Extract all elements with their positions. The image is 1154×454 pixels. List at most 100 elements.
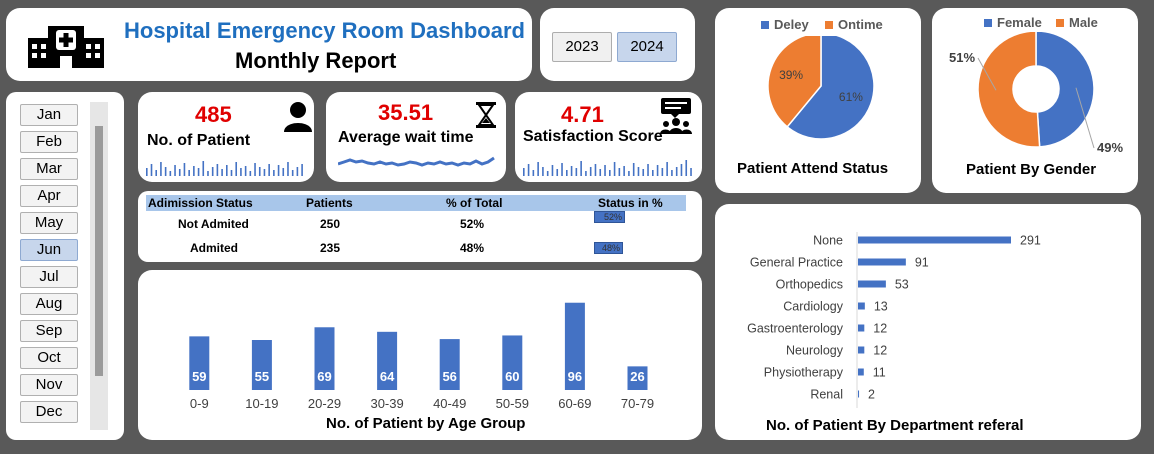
kpi-patients-card: 485 No. of Patient — [138, 92, 314, 182]
month-scrollbar[interactable] — [90, 102, 108, 430]
dept-bar — [858, 390, 860, 398]
age-bar-label: 56 — [442, 369, 456, 384]
dept-category-label: Physiotherapy — [764, 366, 844, 380]
dept-value-label: 291 — [1020, 234, 1041, 248]
dept-bar — [858, 324, 865, 332]
age-bar — [502, 335, 523, 390]
month-scrollbar-thumb[interactable] — [95, 126, 103, 376]
legend-female: Female — [984, 15, 1042, 30]
dept-bar — [858, 368, 864, 376]
admission-table: Adimission Status Patients % of Total St… — [138, 191, 702, 262]
age-bar-label: 96 — [568, 369, 582, 384]
admission-row-patients: 235 — [320, 241, 341, 255]
attend-status-pie: 61% 39% — [767, 36, 875, 140]
admission-row-pct: 48% — [460, 241, 485, 255]
gender-chart-title: Patient By Gender — [966, 161, 1097, 178]
kpi-wait-label: Average wait time — [338, 129, 474, 146]
age-bar-label: 55 — [255, 369, 269, 384]
attend-pie-label: 61% — [839, 90, 863, 104]
month-button-jun[interactable]: Jun — [20, 239, 78, 261]
legend-ontime: Ontime — [825, 17, 883, 32]
admission-table-header — [146, 195, 686, 211]
dept-bar — [858, 236, 1011, 244]
month-button-jul[interactable]: Jul — [20, 266, 78, 288]
dashboard-subtitle: Monthly Report — [235, 48, 397, 73]
dept-value-label: 11 — [873, 366, 886, 380]
month-slicer: Jan Feb Mar Apr May Jun Jul Aug Sep Oct … — [6, 92, 124, 440]
department-chart: None 291 General Practice 91 Orthopedics 53 Ca… — [715, 204, 1141, 440]
age-tick-label: 20-29 — [308, 396, 341, 411]
age-bar — [251, 340, 272, 390]
month-button-sep[interactable]: Sep — [20, 320, 78, 342]
year-button-2023[interactable]: 2023 — [552, 32, 612, 62]
age-bar — [314, 327, 335, 390]
age-bar-label: 60 — [505, 369, 519, 384]
dept-value-label: 91 — [915, 256, 929, 270]
dept-category-label: Cardiology — [783, 300, 844, 314]
dept-category-label: Neurology — [786, 344, 844, 358]
month-button-dec[interactable]: Dec — [20, 401, 78, 423]
kpi-wait-value: 35.51 — [378, 100, 434, 125]
admission-row-status: Admited — [190, 241, 238, 255]
kpi-satisfaction-card: 4.71 Satisfaction Score — [515, 92, 702, 182]
age-group-chart: 59 0-9 55 10-19 69 20-29 64 30-39 56 40-49 60 50-59… — [138, 270, 702, 440]
dept-value-label: 13 — [874, 300, 888, 314]
month-button-nov[interactable]: Nov — [20, 374, 78, 396]
age-group-plot: 59 0-9 55 10-19 69 20-29 64 30-39 56 40-49 60 50-59… — [189, 302, 654, 411]
age-tick-label: 40-49 — [433, 396, 466, 411]
dept-bar — [858, 302, 865, 310]
legend-male: Male — [1056, 15, 1098, 30]
dept-category-label: Gastroenterology — [747, 322, 844, 336]
department-plot: None 291 General Practice 91 Orthopedics 53 Ca… — [747, 232, 1041, 408]
age-tick-label: 10-19 — [245, 396, 278, 411]
admission-header-bar: Status in % — [598, 196, 663, 210]
age-group-chart-title: No. of Patient by Age Group — [326, 415, 526, 432]
age-tick-label: 50-59 — [496, 396, 529, 411]
gender-donut: 49% 51% — [949, 32, 1123, 155]
dept-category-label: Renal — [810, 388, 843, 402]
month-button-apr[interactable]: Apr — [20, 185, 78, 207]
age-bar — [564, 302, 585, 390]
age-bar-label: 26 — [630, 369, 644, 384]
age-tick-label: 70-79 — [621, 396, 654, 411]
dept-value-label: 53 — [895, 278, 909, 292]
admission-row-bar — [594, 242, 623, 254]
admission-row-status: Not Admited — [178, 217, 249, 231]
age-bar-label: 64 — [380, 369, 395, 384]
month-button-mar[interactable]: Mar — [20, 158, 78, 180]
month-button-oct[interactable]: Oct — [20, 347, 78, 369]
age-bar — [377, 331, 398, 390]
gender-donut-label: 49% — [1097, 140, 1123, 155]
age-bar — [627, 366, 648, 390]
attend-pie-slice — [767, 36, 822, 128]
hourglass-icon — [476, 102, 496, 128]
kpi-wait-sparkline — [338, 156, 495, 167]
gender-chart: Female Male 49% 51% Patient By Gender — [932, 8, 1138, 193]
group-chat-icon — [660, 98, 692, 134]
attend-pie-label: 39% — [779, 68, 803, 82]
legend-deley: Deley — [761, 17, 809, 32]
month-button-jan[interactable]: Jan — [20, 104, 78, 126]
dept-bar — [858, 280, 886, 288]
month-button-feb[interactable]: Feb — [20, 131, 78, 153]
kpi-wait-card: 35.51 Average wait time — [326, 92, 506, 182]
attend-status-chart: Deley Ontime 61% 39% Patient Attend Statu… — [715, 8, 921, 193]
year-button-2024[interactable]: 2024 — [617, 32, 677, 62]
dept-category-label: None — [813, 234, 843, 248]
age-bar-label: 59 — [192, 369, 206, 384]
month-button-may[interactable]: May — [20, 212, 78, 234]
age-tick-label: 60-69 — [558, 396, 591, 411]
month-button-aug[interactable]: Aug — [20, 293, 78, 315]
age-bar-label: 69 — [317, 369, 331, 384]
kpi-satisfaction-value: 4.71 — [561, 102, 604, 127]
dept-bar — [858, 346, 865, 354]
admission-header-patients: Patients — [306, 196, 353, 210]
admission-row-pct: 52% — [460, 217, 485, 231]
gender-donut-slice — [1035, 32, 1095, 148]
admission-row-bar-label: 52% — [604, 212, 623, 222]
age-bar — [439, 339, 460, 390]
dashboard-title: Hospital Emergency Room Dashboard — [124, 18, 525, 43]
dept-category-label: General Practice — [750, 256, 843, 270]
admission-row-bar — [594, 211, 625, 223]
hospital-icon — [28, 26, 104, 68]
